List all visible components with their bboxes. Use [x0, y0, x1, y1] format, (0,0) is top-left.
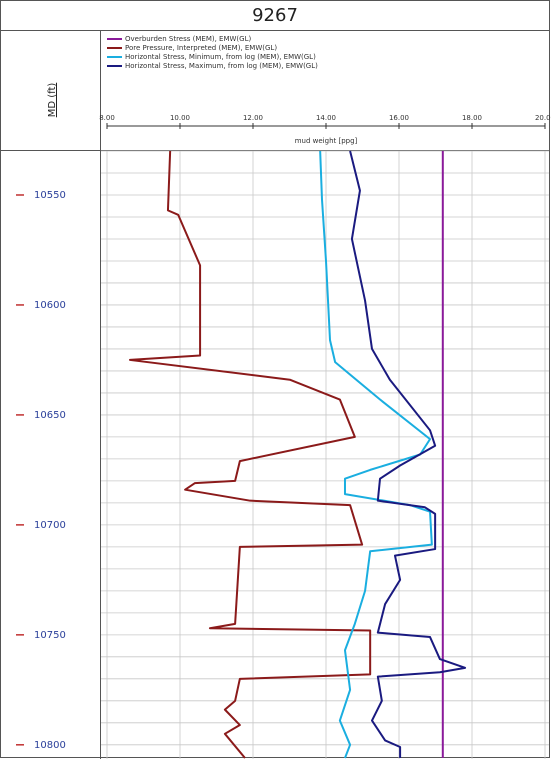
- chart-title: 9267: [252, 5, 298, 26]
- x-axis-label: mud weight [ppg]: [295, 137, 358, 145]
- x-tick-label: 10.00: [170, 114, 190, 122]
- x-tick-label: 16.00: [389, 114, 409, 122]
- y-tick-label: 10700: [34, 520, 66, 531]
- x-tick-label: 18.00: [462, 114, 482, 122]
- y-tick-label: 10800: [34, 740, 66, 751]
- y-tick-label: 10750: [34, 630, 66, 641]
- y-tick-label: 10550: [34, 190, 66, 201]
- series-line: [129, 150, 372, 759]
- legend-label: Overburden Stress (MEM), EMW(GL): [125, 35, 251, 43]
- y-tick-label: 10650: [34, 410, 66, 421]
- series-line: [349, 150, 467, 758]
- y-axis-label: MD (ft): [47, 83, 58, 118]
- legend-label: Horizontal Stress, Maximum, from log (ME…: [125, 62, 318, 70]
- x-tick-label: 12.00: [243, 114, 263, 122]
- legend-label: Pore Pressure, Interpreted (MEM), EMW(GL…: [125, 44, 277, 52]
- legend-label: Horizontal Stress, Minimum, from log (ME…: [125, 53, 316, 61]
- x-tick-label: 20.00: [535, 114, 551, 122]
- x-tick-label: 14.00: [316, 114, 336, 122]
- x-tick-label: 8.00: [99, 114, 115, 122]
- y-tick-label: 10600: [34, 300, 66, 311]
